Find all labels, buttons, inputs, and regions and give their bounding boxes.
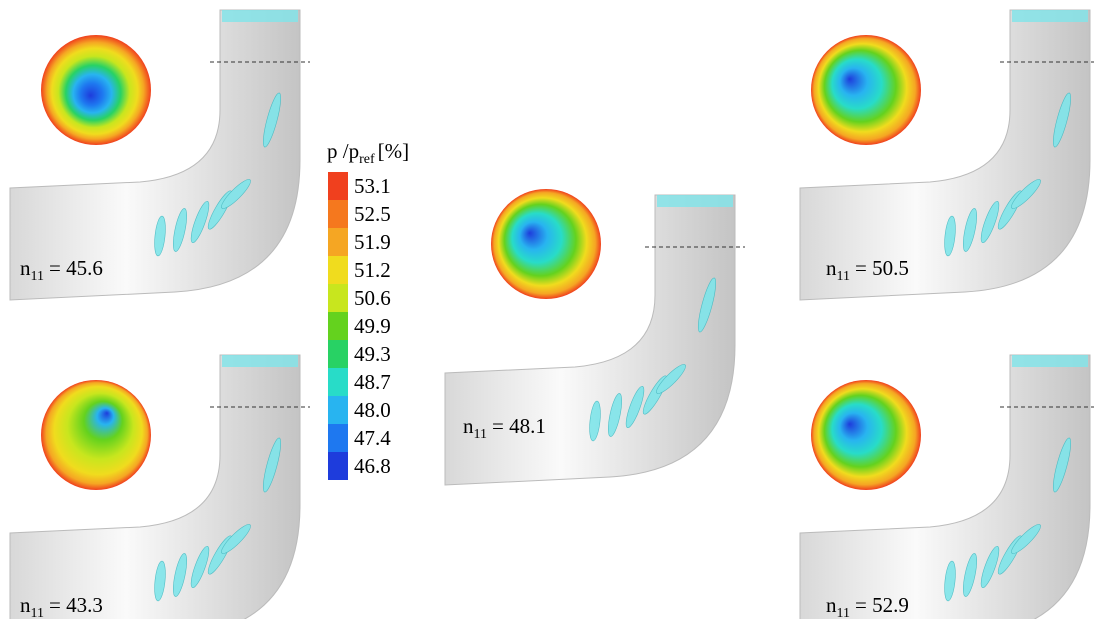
label-subscript: 11: [837, 606, 850, 619]
label-value: = 48.1: [492, 414, 546, 438]
label-symbol: n: [20, 593, 31, 617]
label-value: = 50.5: [855, 256, 909, 280]
cross-section: [41, 35, 151, 145]
colorbar-cell: [328, 340, 348, 368]
colorbar-label: 51.2: [354, 258, 391, 282]
colorbar-cell: [328, 256, 348, 284]
label-value: = 45.6: [49, 256, 103, 280]
label-symbol: n: [826, 256, 837, 280]
colorbar-label: 53.1: [354, 174, 391, 198]
label-subscript: 11: [474, 427, 487, 442]
figure: p /pref[%] 53.1 52.5 51.9 51.2 50.6 49.9 49.3 4…: [0, 0, 1094, 619]
colorbar-cell: [328, 312, 348, 340]
colorbar-label: 47.4: [354, 426, 391, 450]
label-value: = 52.9: [855, 593, 909, 617]
label-subscript: 11: [31, 606, 44, 619]
cross-section: [41, 380, 151, 490]
colorbar-label: 48.7: [354, 370, 391, 394]
panels: [10, 10, 1094, 619]
colorbar-cell: [328, 452, 348, 480]
colorbar-label: 48.0: [354, 398, 391, 422]
colorbar-cell: [328, 424, 348, 452]
label-symbol: n: [826, 593, 837, 617]
colorbar-label: 49.3: [354, 342, 391, 366]
label-subscript: 11: [31, 269, 44, 284]
colorbar-label: 49.9: [354, 314, 391, 338]
colorbar-label: 46.8: [354, 454, 391, 478]
colorbar-cell: [328, 284, 348, 312]
legend-title: p /pref[%]: [327, 139, 409, 167]
colorbar-cell: [328, 396, 348, 424]
label-symbol: n: [463, 414, 474, 438]
colorbar-cell: [328, 172, 348, 200]
label-symbol: n: [20, 256, 31, 280]
label-value: = 43.3: [49, 593, 103, 617]
colorbar: 53.1 52.5 51.9 51.2 50.6 49.9 49.3 48.7 48.0 47.4…: [328, 172, 391, 480]
colorbar-cell: [328, 368, 348, 396]
colorbar-label: 52.5: [354, 202, 391, 226]
cross-section: [491, 189, 601, 299]
colorbar-cell: [328, 200, 348, 228]
legend-title-sub: ref: [359, 152, 375, 167]
legend-title-unit: [%]: [378, 139, 409, 163]
colorbar-label: 50.6: [354, 286, 391, 310]
colorbar-cell: [328, 228, 348, 256]
pipe: [10, 355, 310, 619]
cross-section: [811, 380, 921, 490]
cross-section: [811, 35, 921, 145]
legend-title-main: p /p: [327, 139, 359, 163]
label-subscript: 11: [837, 269, 850, 284]
colorbar-label: 51.9: [354, 230, 391, 254]
